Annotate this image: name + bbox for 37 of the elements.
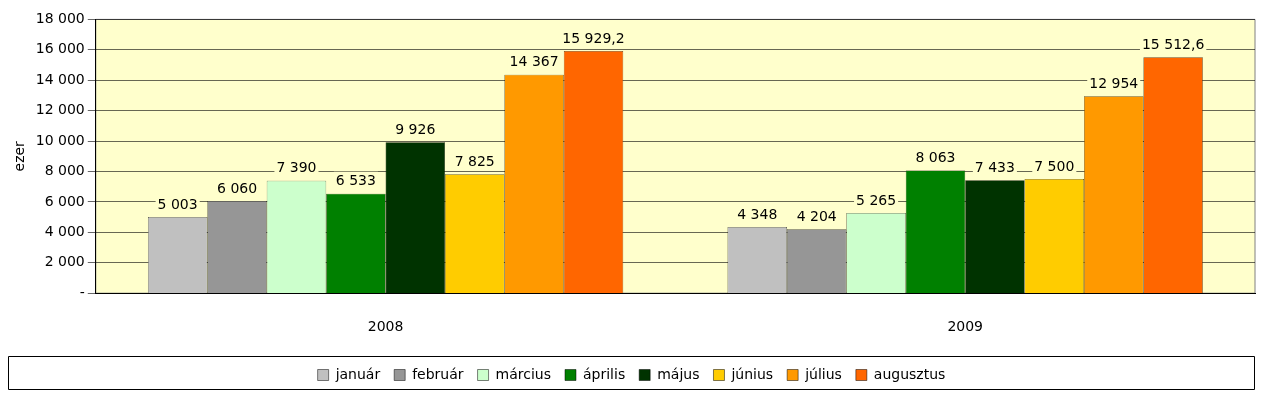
data-label: 12 954 [1089,74,1139,91]
data-label: 5 003 [157,195,198,212]
y-axis-title: ezer [11,140,28,172]
legend-label: április [583,365,626,382]
y-tick-label: 4 000 [44,223,85,239]
y-tick-label: 18 000 [35,10,85,27]
y-tick-label: 2 000 [44,253,85,270]
data-label: 6 060 [217,179,258,196]
y-tick-label: 8 000 [44,162,85,179]
y-tick-label: - [79,283,85,300]
y-tick-label: 6 000 [44,192,85,209]
data-label: 14 367 [509,53,559,70]
x-tick-label: 2009 [947,318,984,335]
y-tick-label: 16 000 [35,40,85,57]
legend-label: március [495,365,551,382]
data-label: 4 348 [737,205,778,222]
data-label: 8 063 [915,149,956,166]
legend-label: augusztus [873,365,946,382]
data-label: 7 825 [454,152,495,169]
data-label: 15 512,6 [1141,35,1205,52]
data-label: 15 929,2 [562,29,625,46]
data-label: 7 500 [1034,157,1075,174]
legend-label: január [334,365,381,382]
data-label: 5 265 [856,191,897,208]
x-tick-label: 2008 [367,318,404,335]
data-label: 9 926 [395,120,436,137]
legend-label: július [804,365,842,382]
legend-label: május [657,365,700,382]
y-tick-label: 12 000 [35,101,85,118]
legend-label: február [412,365,464,382]
data-label: 6 533 [335,172,376,189]
y-tick-label: 10 000 [35,131,85,148]
y-tick-label: 14 000 [35,70,85,87]
data-label: 7 433 [974,158,1015,175]
legend-label: június [730,365,774,382]
data-label: 7 390 [276,159,317,176]
data-label: 4 204 [796,207,837,224]
